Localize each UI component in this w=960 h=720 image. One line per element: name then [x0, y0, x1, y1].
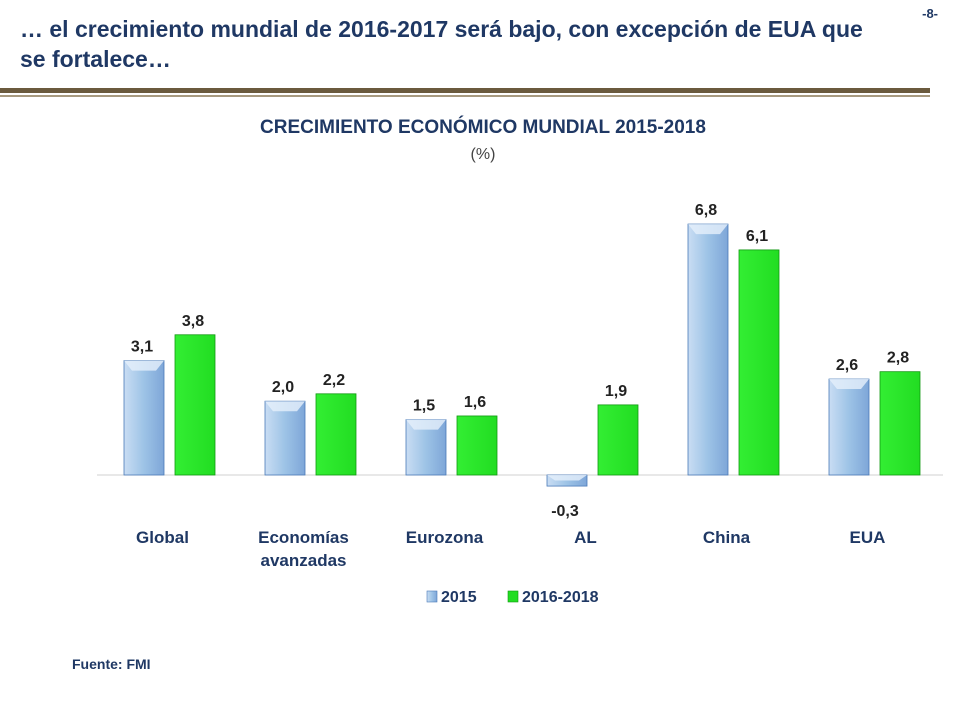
data-label: 3,1: [131, 339, 153, 356]
data-label: 2,2: [323, 372, 345, 389]
bar-bevel-2: [406, 419, 446, 430]
data-label: -0,3: [551, 503, 579, 520]
data-label: 2,0: [272, 379, 294, 396]
bar-bevel-1: [265, 401, 305, 412]
bar-2015-4: [687, 223, 729, 476]
bar-bevel-4: [688, 224, 728, 235]
legend-swatch-1: [507, 590, 519, 603]
category-label: Economías: [258, 528, 349, 547]
bar-2015-0: [123, 360, 165, 476]
bar-2015-1: [264, 400, 306, 476]
bar-2016-2018-1: [315, 393, 357, 476]
title-rule: [0, 88, 930, 93]
data-label: 6,1: [746, 228, 768, 245]
bar-bevel-0: [124, 360, 164, 371]
bar-2015-2: [405, 419, 447, 476]
category-label: EUA: [850, 528, 886, 547]
bar-2015-5: [828, 378, 870, 476]
category-label: Global: [136, 528, 189, 547]
bar-2016-2018-0: [174, 334, 216, 476]
data-label: 2,6: [836, 357, 858, 374]
data-label: 2,8: [887, 350, 909, 367]
source-note: Fuente: FMI: [72, 656, 151, 672]
page-number: -8-: [922, 6, 938, 21]
chart-title: CRECIMIENTO ECONÓMICO MUNDIAL 2015-2018: [260, 117, 706, 138]
category-label: Eurozona: [406, 528, 484, 547]
legend-label-1: 2016-2018: [522, 589, 599, 606]
legend-label-0: 2015: [441, 589, 477, 606]
category-label: AL: [574, 528, 597, 547]
bar-bevel-3: [547, 475, 587, 481]
title-rule-thin: [0, 95, 930, 97]
slide-title: … el crecimiento mundial de 2016-2017 se…: [20, 16, 863, 72]
legend-swatch-0: [426, 590, 438, 603]
bar-2016-2018-3: [597, 404, 639, 476]
data-label: 1,6: [464, 394, 486, 411]
data-label: 1,5: [413, 398, 435, 415]
data-label: 3,8: [182, 313, 204, 330]
category-label: avanzadas: [261, 551, 347, 570]
bar-2016-2018-2: [456, 415, 498, 476]
data-label: 6,8: [695, 202, 717, 219]
bar-bevel-5: [829, 379, 869, 390]
chart-subtitle: (%): [470, 146, 496, 163]
bar-2016-2018-4: [738, 249, 780, 476]
bar-2016-2018-5: [879, 371, 921, 476]
category-label: China: [703, 528, 751, 547]
data-label: 1,9: [605, 383, 627, 400]
